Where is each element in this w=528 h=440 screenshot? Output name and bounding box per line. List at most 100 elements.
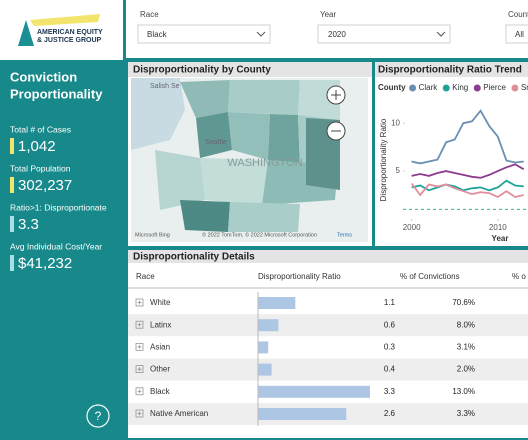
map <box>131 78 368 242</box>
expand-icon[interactable] <box>135 409 144 418</box>
ratio-cell: 0.6 <box>384 320 396 329</box>
race-cell: Native American <box>150 409 208 418</box>
chevron <box>256 31 266 37</box>
water <box>131 78 185 150</box>
legend-label: Pierce <box>483 83 506 92</box>
ratio-cell: 1.1 <box>384 298 396 307</box>
help-button[interactable] <box>86 404 110 428</box>
expand-icon[interactable] <box>135 320 144 329</box>
expand-icon[interactable] <box>135 387 144 396</box>
ratio-cell: 0.3 <box>384 343 396 352</box>
panel-header <box>375 62 528 77</box>
legend-label: Snohomish <box>521 83 528 92</box>
county <box>228 112 270 160</box>
filter-value: All <box>515 30 524 39</box>
convictions-cell: 13.0% <box>452 387 475 396</box>
x-axis-label: Year <box>492 234 509 243</box>
ratio-cell: 2.6 <box>384 409 396 418</box>
expand-plus <box>137 300 142 305</box>
logo-text: & JUSTICE GROUP <box>37 37 102 44</box>
trend-panel <box>375 62 528 246</box>
kpi-value: 1,042 <box>18 138 56 155</box>
trend-line <box>411 109 524 165</box>
county <box>228 202 300 232</box>
place-label: Salish Se <box>150 83 180 90</box>
dropdown[interactable] <box>137 24 271 44</box>
legend-marker <box>473 84 481 92</box>
race-cell: White <box>150 298 171 307</box>
logo-text: AMERICAN EQUITY <box>37 29 103 36</box>
ratio-cell: 3.3 <box>384 387 396 396</box>
column-header: % o <box>512 272 526 281</box>
race-cell: Asian <box>150 343 170 352</box>
panel-title: Disproportionality Details <box>133 252 255 263</box>
expand-plus <box>137 344 142 349</box>
expand-plus <box>137 389 142 394</box>
county <box>180 80 230 118</box>
filter-label: County <box>508 10 528 19</box>
kpi-value: 302,237 <box>18 177 72 194</box>
dropdown[interactable] <box>317 24 451 44</box>
state-label: WASHINGTON <box>227 157 302 169</box>
county <box>268 114 300 168</box>
ratio-cell: 0.4 <box>384 365 396 374</box>
filter-label: Year <box>320 10 337 19</box>
convictions-cell: 8.0% <box>457 320 475 329</box>
kpi-accent <box>10 216 14 232</box>
y-axis-label: Disproportionality Ratio <box>379 118 388 201</box>
legend-marker <box>409 84 417 92</box>
convictions-cell: 3.3% <box>457 409 475 418</box>
row-band <box>128 314 528 337</box>
filter-value: Black <box>147 30 168 39</box>
kpi-accent <box>10 177 14 193</box>
expand-icon[interactable] <box>135 365 144 373</box>
chevron <box>436 31 446 37</box>
race-cell: Latinx <box>150 320 171 329</box>
row-band <box>128 358 528 381</box>
panel-header <box>128 62 372 77</box>
x-tick-label: 2010 <box>489 223 507 232</box>
panel-title: Disproportionality by County <box>133 65 271 76</box>
map-provider: Microsoft Bing <box>135 232 170 238</box>
county <box>228 80 300 115</box>
y-tick-label: 10 <box>391 118 400 127</box>
convictions-cell: 2.0% <box>457 365 475 374</box>
legend-title: County <box>378 83 406 92</box>
dropdown[interactable] <box>505 24 528 44</box>
x-tick-label: 2000 <box>403 223 421 232</box>
county <box>155 150 205 210</box>
kpi-value: $41,232 <box>18 255 72 272</box>
expand-icon[interactable] <box>135 298 144 307</box>
ratio-bar <box>258 363 272 376</box>
expand-plus <box>137 411 142 416</box>
convictions-cell: 3.1% <box>457 343 475 352</box>
expand-plus <box>137 367 142 372</box>
ratio-bar <box>258 297 296 309</box>
county <box>200 158 268 205</box>
legend-label: King <box>452 83 468 92</box>
kpi-accent <box>10 138 14 154</box>
kpi-label: Total Population <box>10 163 71 173</box>
sidebar-title: Proportionality <box>10 86 103 101</box>
legend-label: Clark <box>419 83 439 92</box>
ratio-bar <box>258 408 347 420</box>
kpi-label: Total # of Cases <box>10 124 71 134</box>
panel-title: Disproportionality Ratio Trend <box>378 65 522 76</box>
map-attribution: © 2022 TomTom, © 2022 Microsoft Corporat… <box>202 231 317 238</box>
kpi-accent <box>10 255 14 271</box>
logo-panel <box>0 0 123 60</box>
zoom-icon <box>331 90 341 100</box>
filter-value: 2020 <box>328 30 346 39</box>
expand-icon[interactable] <box>135 343 144 351</box>
race-cell: Black <box>150 387 171 396</box>
legend-marker <box>511 84 519 92</box>
place-label: Seattle <box>205 139 227 146</box>
sidebar-title: Conviction <box>10 69 77 84</box>
county <box>196 112 232 158</box>
logo-icon <box>30 14 100 26</box>
ratio-bar <box>258 385 370 398</box>
logo-icon <box>18 20 34 46</box>
plot-area <box>403 109 528 210</box>
trend-line <box>411 179 524 192</box>
